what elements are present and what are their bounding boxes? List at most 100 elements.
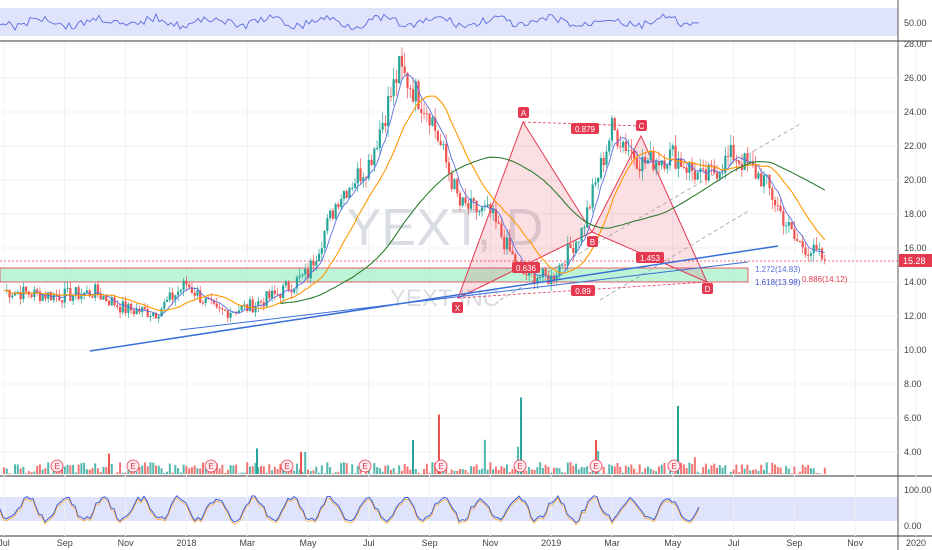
earnings-marker[interactable] xyxy=(667,459,681,473)
candle-body xyxy=(329,210,332,218)
volume-spike xyxy=(438,414,440,474)
candle-body xyxy=(13,292,17,296)
volume-bar xyxy=(14,464,17,474)
rsi-axis-label: 50.00 xyxy=(904,18,927,28)
volume-bar xyxy=(293,470,296,474)
volume-bar xyxy=(638,464,641,474)
candle-body xyxy=(331,210,334,219)
earnings-marker[interactable] xyxy=(513,459,527,473)
earnings-marker[interactable] xyxy=(589,459,603,473)
volume-bar xyxy=(55,472,58,474)
earnings-marker[interactable] xyxy=(126,459,140,473)
volume-bar xyxy=(809,468,812,474)
volume-bar xyxy=(80,463,83,474)
volume-bar xyxy=(663,462,666,474)
candle-body xyxy=(425,113,428,115)
earnings-marker[interactable] xyxy=(434,459,448,473)
volume-bar xyxy=(155,465,157,474)
stoch-layer xyxy=(0,495,700,526)
earnings-marker[interactable] xyxy=(204,459,218,473)
volume-bar xyxy=(251,466,254,474)
volume-bar xyxy=(450,469,453,474)
volume-bar xyxy=(798,471,801,474)
candle-body xyxy=(671,145,674,150)
volume-bar xyxy=(409,469,412,474)
volume-bar xyxy=(588,472,591,474)
candle-body xyxy=(743,153,746,171)
candle-body xyxy=(682,167,685,169)
volume-bar xyxy=(682,464,685,474)
candle-body xyxy=(342,191,346,199)
stoch-d-line xyxy=(0,497,700,526)
volume-bar xyxy=(400,470,403,474)
earnings-marker-label: E xyxy=(130,462,135,471)
earnings-marker[interactable] xyxy=(358,459,372,473)
volume-bar xyxy=(146,466,149,474)
volume-bar xyxy=(630,464,633,474)
volume-bar xyxy=(318,472,321,474)
candle-body xyxy=(445,144,448,163)
volume-bar xyxy=(740,464,743,474)
candle-body xyxy=(514,254,517,265)
candle-body xyxy=(259,301,263,303)
candle-body xyxy=(215,303,218,308)
point-b-label: B xyxy=(590,238,595,247)
last-price-badge xyxy=(899,254,932,267)
candle-body xyxy=(436,130,439,141)
volume-bar xyxy=(732,469,735,474)
volume-bar xyxy=(135,471,138,474)
earnings-marker-label: E xyxy=(54,462,59,471)
candle-body xyxy=(11,295,14,298)
candle-body xyxy=(726,155,730,157)
candle-body xyxy=(550,275,553,284)
candle-body xyxy=(511,250,514,255)
volume-bar xyxy=(315,466,318,474)
trendline xyxy=(89,245,779,352)
candle-body xyxy=(450,173,453,190)
volume-bar xyxy=(622,472,625,474)
candle-body xyxy=(677,158,680,169)
candle-body xyxy=(646,160,650,164)
candle-body xyxy=(370,159,373,166)
candle-body xyxy=(218,307,221,309)
earnings-marker[interactable] xyxy=(50,459,64,473)
candle-body xyxy=(787,222,790,226)
earnings-marker-label: E xyxy=(284,462,289,471)
candle-body xyxy=(486,204,489,207)
volume-bar xyxy=(431,462,434,474)
candle-body xyxy=(375,147,379,149)
candle-body xyxy=(790,222,793,230)
volume-bar xyxy=(575,463,578,474)
rsi-band xyxy=(0,8,898,36)
volume-bar xyxy=(141,465,144,474)
candle-body xyxy=(597,177,600,183)
volume-bar xyxy=(566,462,569,474)
candle-body xyxy=(146,309,149,317)
candle-body xyxy=(818,248,821,250)
candle-body xyxy=(110,297,113,306)
volume-bar xyxy=(254,462,257,474)
candle-body xyxy=(453,179,456,190)
volume-bar xyxy=(447,473,450,474)
candle-body xyxy=(547,274,550,284)
candle-body xyxy=(251,299,254,313)
volume-bar xyxy=(691,464,694,474)
volume-bar xyxy=(511,468,514,474)
volume-bar xyxy=(782,473,785,474)
target-0886: 0.886(14.12) xyxy=(802,275,848,284)
ema-mid-line xyxy=(3,95,826,312)
candle-body xyxy=(44,294,47,299)
candle-body xyxy=(668,149,672,166)
ratio-ac: 0.879 xyxy=(575,125,596,134)
earnings-marker[interactable] xyxy=(280,459,294,473)
time-tick: Mar xyxy=(239,538,255,548)
price-tick: 6.00 xyxy=(904,413,922,423)
candle-body xyxy=(500,223,503,237)
volume-bar xyxy=(130,471,133,474)
candle-body xyxy=(644,156,647,164)
time-tick: 2018 xyxy=(176,538,196,548)
volume-bar xyxy=(196,468,199,474)
stoch-k-line xyxy=(0,495,700,524)
moving-averages xyxy=(3,73,826,316)
candle-body xyxy=(116,305,119,307)
